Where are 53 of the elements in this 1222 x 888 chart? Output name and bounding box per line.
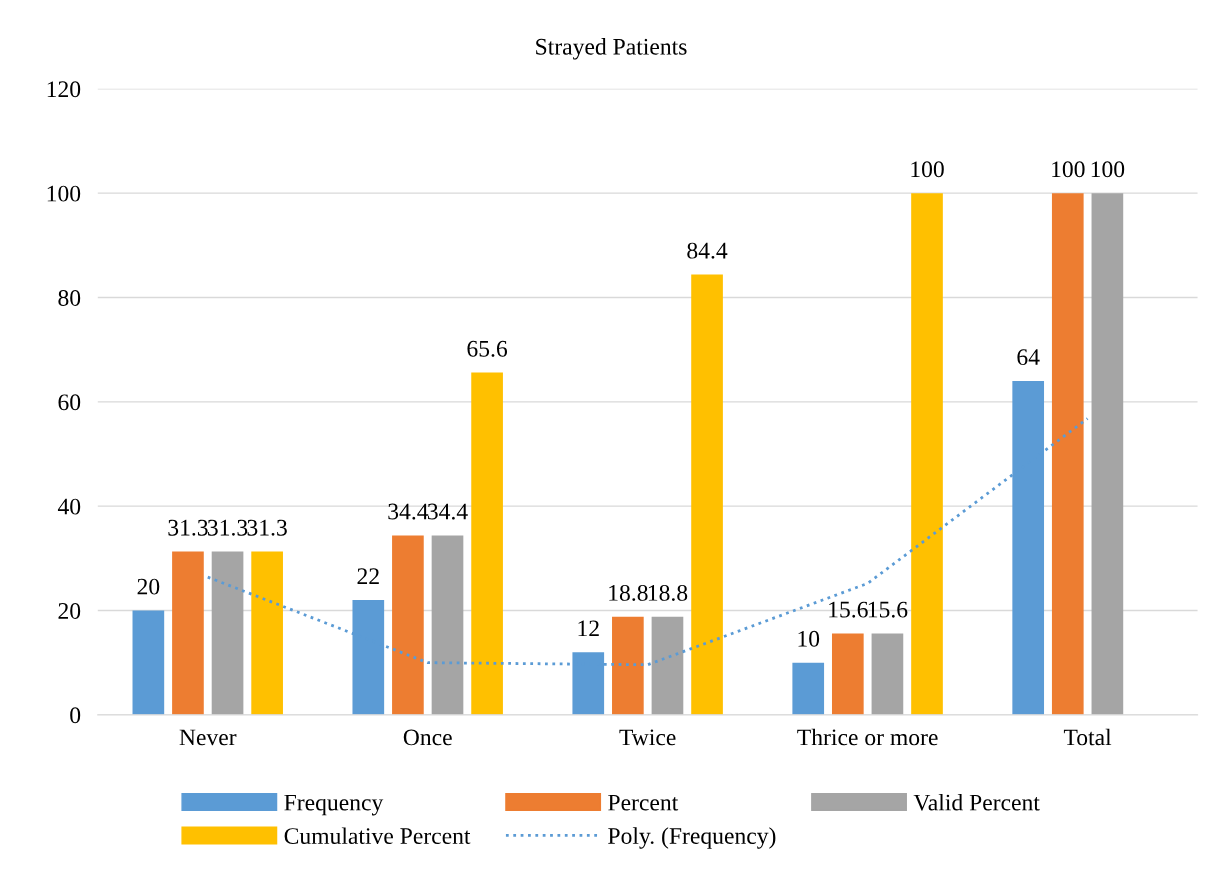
bar [251,551,283,715]
bar [172,551,204,715]
bar [831,633,864,715]
bar [691,274,723,715]
data-label: 20 [137,578,160,595]
y-tick-label: 60 [58,394,81,411]
legend-label: Poly. (Frequency) [608,827,776,849]
data-label: 15.6 [868,601,908,618]
bar [871,633,904,715]
legend-label: Frequency [284,794,384,816]
legend-label: Valid Percent [913,793,1040,811]
data-label: 18.8 [609,584,648,601]
legend-label: Percent [608,794,679,811]
bar [471,372,503,715]
y-tick-label: 120 [47,81,81,98]
y-tick-label: 100 [47,185,81,202]
bar [431,535,464,715]
data-label: 65.6 [467,340,508,357]
y-tick-label: 80 [58,289,81,306]
bar [612,616,644,715]
bar [211,551,244,715]
bar [132,610,165,715]
legend-label: Cumulative Percent [284,827,471,844]
bar [1051,193,1084,715]
bar [911,193,943,715]
bar [651,616,684,715]
data-label: 22 [357,568,379,584]
x-tick-label: Thrice or more [797,728,938,746]
data-label: 18.8 [648,584,688,601]
y-tick-label: 0 [70,707,81,724]
chart-title: Strayed Patients [536,38,687,60]
y-tick-label: 20 [58,602,81,619]
x-tick-label: Twice [619,729,676,746]
data-label: 31.3 [208,519,248,536]
data-label: 15.6 [829,601,868,618]
data-label: 31.3 [247,519,287,536]
y-tick-label: 40 [57,498,81,515]
data-label: 31.3 [168,519,208,536]
data-label: 10 [798,630,820,647]
data-label: 84.4 [687,242,728,259]
bar [1091,193,1124,715]
data-label: 12 [578,620,599,637]
bar [792,662,825,715]
bar [392,535,424,715]
data-label: 64 [1017,349,1040,366]
x-tick-label: Total [1063,728,1112,746]
x-tick-label: Once [403,729,452,746]
data-label: 100 [1052,161,1085,178]
data-label: 34.4 [427,503,468,520]
data-label: 100 [911,161,944,178]
data-label: 34.4 [388,503,429,520]
x-tick-label: Never [179,729,237,746]
data-label: 100 [1091,161,1125,178]
